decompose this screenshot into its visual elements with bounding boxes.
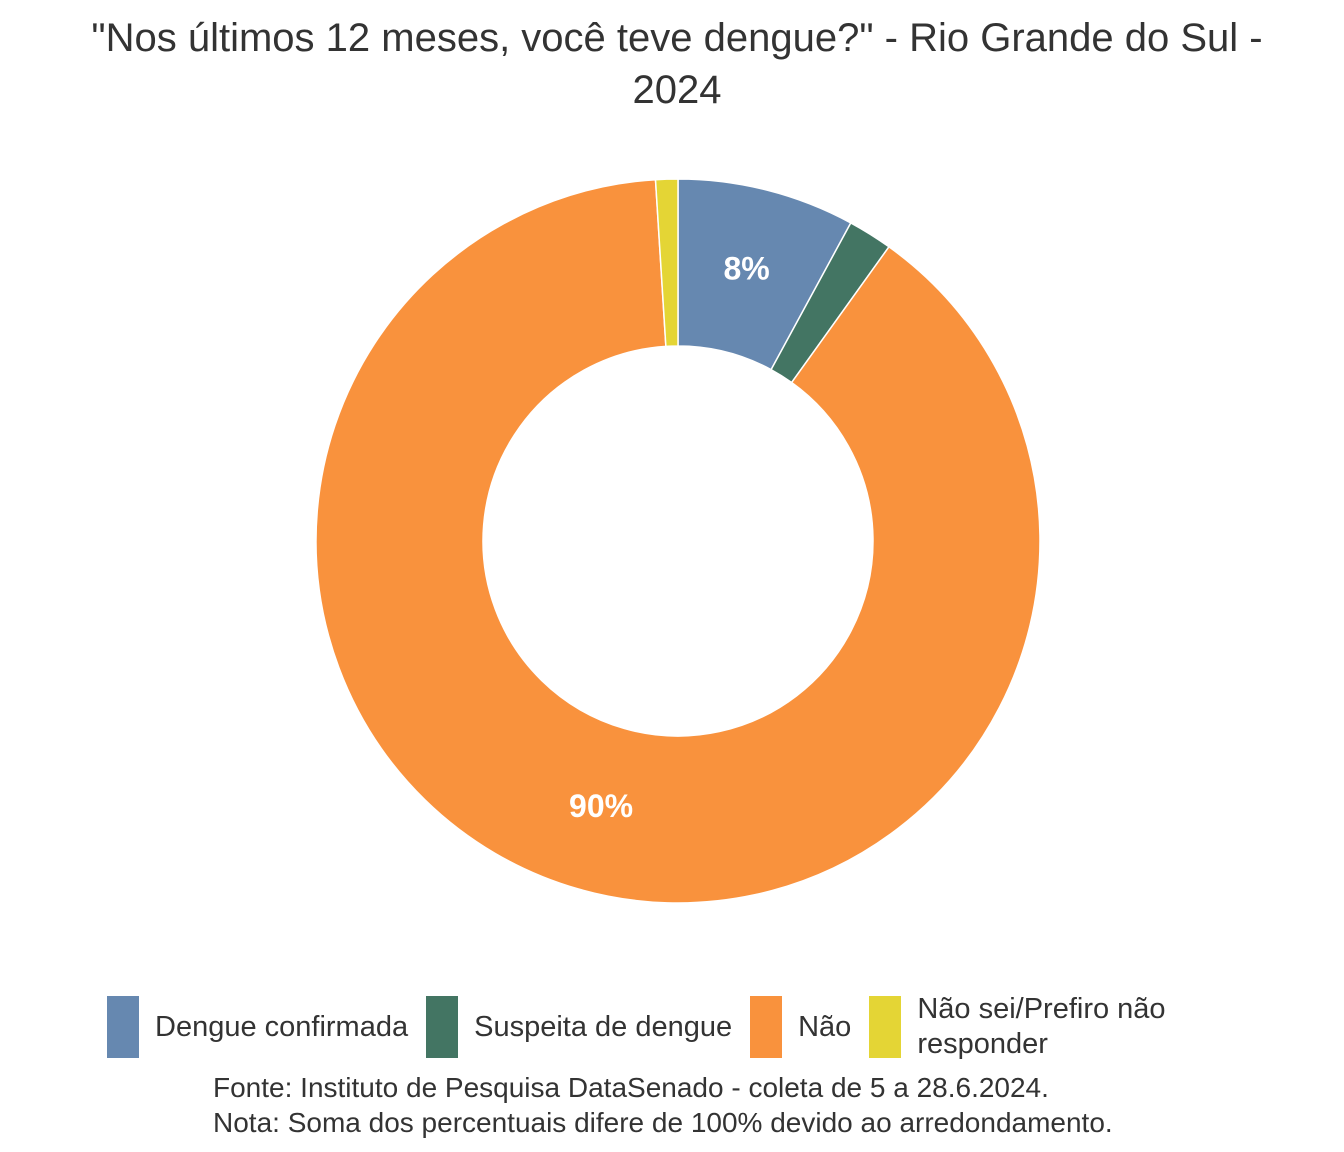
legend-item: Não sei/Prefiro não responder — [869, 992, 1207, 1062]
legend-label: Dengue confirmada — [155, 1010, 409, 1043]
legend-label: Não — [798, 1010, 852, 1043]
legend-swatch — [107, 996, 139, 1058]
data-label: 90% — [569, 788, 633, 824]
legend-item: Suspeita de dengue — [426, 996, 732, 1058]
data-label: 8% — [723, 251, 769, 287]
legend: Dengue confirmada Suspeita de dengue Não Nã… — [107, 992, 1225, 1062]
note: Fonte: Instituto de Pesquisa DataSenado … — [213, 1072, 1049, 1103]
chart: 8% 90% — [315, 178, 1041, 904]
legend-label: Não sei/Prefiro não responder — [917, 993, 1166, 1060]
legend-swatch — [750, 996, 783, 1058]
chart-title: "Nos últimos 12 meses, você teve dengue?… — [91, 16, 1263, 112]
legend-swatch — [426, 996, 459, 1058]
slice — [654, 178, 679, 348]
legend-label: Suspeita de dengue — [474, 1010, 733, 1043]
legend-item: Dengue confirmada — [107, 996, 408, 1058]
legend-item: Não — [750, 996, 851, 1058]
notes: Fonte: Instituto de Pesquisa DataSenado … — [213, 1070, 1113, 1140]
slice — [315, 178, 1041, 904]
note: Nota: Soma dos percentuais difere de 100… — [213, 1107, 1113, 1138]
legend-swatch — [869, 996, 902, 1058]
